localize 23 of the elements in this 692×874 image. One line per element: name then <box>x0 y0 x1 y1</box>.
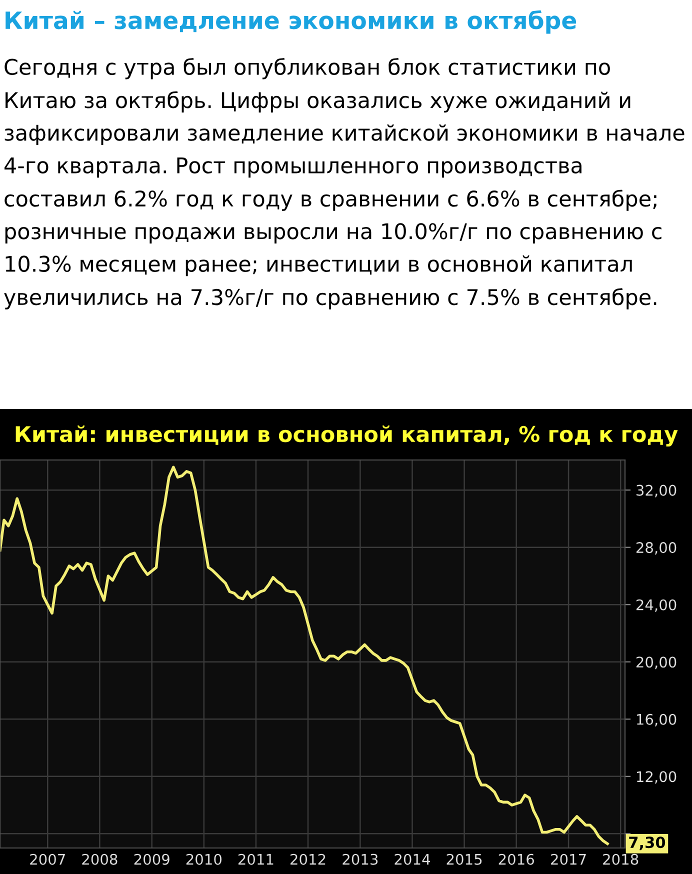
line-series <box>0 466 609 846</box>
x-tick-label: 2013 <box>342 854 378 865</box>
x-tick-label: 2010 <box>186 854 222 865</box>
x-tick-label: 2011 <box>238 854 274 865</box>
x-tick-label: 2008 <box>82 854 118 865</box>
x-tick-label: 2015 <box>446 854 482 865</box>
x-tick-label: 2018 <box>603 854 638 865</box>
y-tick-label: 12,00 <box>637 771 676 784</box>
y-tick-label: 16,00 <box>637 714 676 726</box>
x-tick-label: 2016 <box>498 854 534 865</box>
annotation: 7,30 <box>629 836 666 850</box>
y-tick-label: 32,00 <box>636 484 676 498</box>
x-tick-label: 2012 <box>290 854 326 865</box>
y-tick-label: 24,00 <box>636 599 676 612</box>
x-tick-label: 2009 <box>134 854 170 865</box>
chart-title: Китай: инвестиции в основной капитал, % год к году <box>16 425 678 447</box>
x-tick-label: 2014 <box>394 854 430 865</box>
text: Сегодня с утра был опубликован блок статистики по Китаю за октябрь. Цифры оказались хуже ожиданий и зафиксировали замедление китайской экономики в начале 4-го квартала. Рост промышленного производства составил 6.2% год к году в сравнении с 6.6% в сентябре; розничные продажи выросли на 10.0%г/г по сравнению с 10.3% месяцем ранее; инвестиции в основной капитал увеличились на 7.3%г/г по сравнению с 7.5% в сентябре. <box>4 58 684 310</box>
y-tick-label: 28,00 <box>636 542 676 555</box>
y-tick-label: 20,00 <box>636 656 676 670</box>
x-tick-label: 2007 <box>30 854 65 865</box>
text: Китай – замедление экономики в октябре <box>6 10 576 34</box>
x-tick-label: 2017 <box>551 854 586 865</box>
